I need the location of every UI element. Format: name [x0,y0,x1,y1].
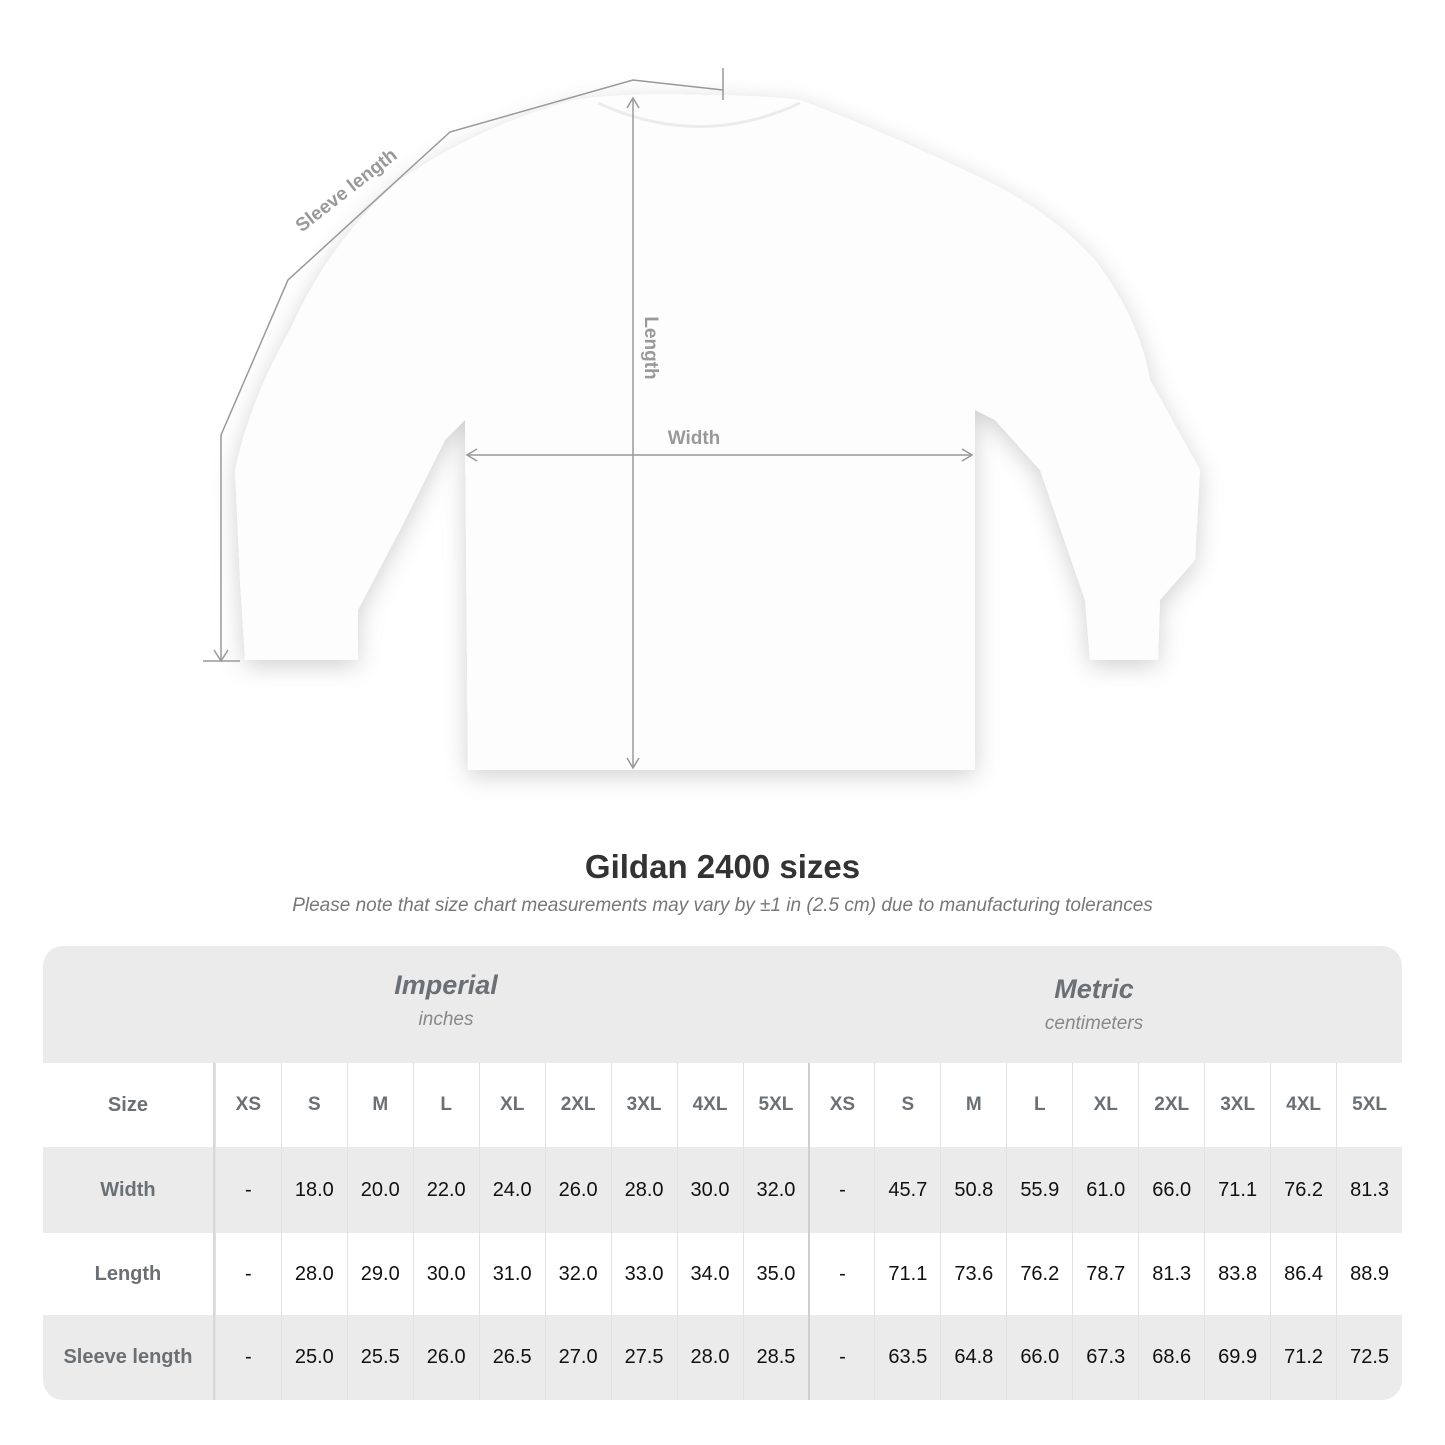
table-cell: L [412,1063,479,1147]
table-cell: 86.4 [1270,1233,1336,1315]
table-cell: 73.6 [940,1233,1006,1315]
table-cell: 5XL [742,1063,809,1147]
table-cell: - [808,1315,874,1400]
table-cell: 5XL [1336,1063,1402,1147]
table-cell: S [874,1063,940,1147]
table-cell: - [214,1315,281,1400]
table-cell: 3XL [610,1063,677,1147]
table-cell: 50.8 [940,1147,1006,1233]
table-cell: 30.0 [676,1147,743,1233]
table-cell: 76.2 [1270,1147,1336,1233]
table-cell: S [280,1063,347,1147]
table-cell: 3XL [1204,1063,1270,1147]
units-header: Imperial inches Metric centimeters [43,946,1402,1063]
table-cell: 2XL [1138,1063,1204,1147]
table-cell: 81.3 [1138,1233,1204,1315]
table-cell: 26.0 [544,1147,611,1233]
table-cell: 66.0 [1006,1315,1072,1400]
table-cell: M [940,1063,1006,1147]
table-cell: 31.0 [478,1233,545,1315]
table-cell: 81.3 [1336,1147,1402,1233]
table-cell: 29.0 [346,1233,413,1315]
table-cell: 35.0 [742,1233,809,1315]
table-cell: XS [214,1063,281,1147]
table-cell: 26.5 [478,1315,545,1400]
page-title: Gildan 2400 sizes [584,848,861,885]
table-cell: 25.0 [280,1315,347,1400]
table-cell: 69.9 [1204,1315,1270,1400]
table-cell: 64.8 [940,1315,1006,1400]
table-cell: - [808,1147,874,1233]
table-cell: 34.0 [676,1233,743,1315]
table-cell: 4XL [1270,1063,1336,1147]
table-cell: 28.0 [610,1147,677,1233]
table-cell: 25.5 [346,1315,413,1400]
table-cell: 55.9 [1006,1147,1072,1233]
table-cell: 30.0 [412,1233,479,1315]
table-cell: XL [1072,1063,1138,1147]
table-cell: 71.2 [1270,1315,1336,1400]
row-label: Sleeve length [43,1315,215,1400]
table-cell: 2XL [544,1063,611,1147]
tolerance-note: Please note that size chart measurements… [292,895,1153,916]
table-cell: 28.5 [742,1315,809,1400]
width-label: Width [668,428,721,449]
table-cell: 83.8 [1204,1233,1270,1315]
shirt-shape [235,94,1200,770]
table-cell: - [214,1147,281,1233]
table-cell: 26.0 [412,1315,479,1400]
metric-title: Metric [1054,974,1134,1004]
table-cell: M [346,1063,413,1147]
table-row: Length -28.0 29.0 30.0 31.0 32.0 33.0 34.0 35.0-… [43,1233,1402,1315]
table-cell: XS [808,1063,874,1147]
table-cell: 24.0 [478,1147,545,1233]
table-cell: 4XL [676,1063,743,1147]
table-cell: L [1006,1063,1072,1147]
table-cell: 27.0 [544,1315,611,1400]
collar [597,101,801,128]
imperial-header: Imperial inches [215,970,677,1031]
table-cell: 18.0 [280,1147,347,1233]
table-cell: - [808,1233,874,1315]
row-label: Size [43,1063,215,1147]
table-cell: 72.5 [1336,1315,1402,1400]
size-table: Imperial inches Metric centimeters Size X… [43,946,1402,1400]
imperial-unit: inches [418,1009,474,1030]
table-cell: 33.0 [610,1233,677,1315]
table-cell: XL [478,1063,545,1147]
table-row: Width -18.0 20.0 22.0 24.0 26.0 28.0 30.0 32.0-4… [43,1147,1402,1233]
shirt-diagram: Sleeve length Length Width [203,68,1200,770]
imperial-title: Imperial [394,970,498,1000]
table-cell: 66.0 [1138,1147,1204,1233]
table-cell: 32.0 [544,1233,611,1315]
table-cell: 61.0 [1072,1147,1138,1233]
size-header-row: Size XS S M L XL 2XL 3XL 4XL 5XL XS S M L XL 2XL 3XL 4XL 5… [43,1063,1402,1147]
table-cell: 68.6 [1138,1315,1204,1400]
row-label: Width [43,1147,215,1233]
measurement-lines [203,68,974,770]
length-label: Length [640,316,661,379]
table-row: Sleeve length -25.0 25.5 26.0 26.5 27.0 27.5 28… [43,1315,1402,1400]
table-cell: 27.5 [610,1315,677,1400]
table-cell: - [214,1233,281,1315]
table-cell: 76.2 [1006,1233,1072,1315]
table-cell: 67.3 [1072,1315,1138,1400]
table-cell: 45.7 [874,1147,940,1233]
metric-unit: centimeters [1044,1013,1144,1034]
table-cell: 22.0 [412,1147,479,1233]
metric-header: Metric centimeters [864,974,1324,1035]
table-cell: 32.0 [742,1147,809,1233]
row-label: Length [43,1233,215,1315]
table-cell: 88.9 [1336,1233,1402,1315]
table-cell: 78.7 [1072,1233,1138,1315]
table-cell: 28.0 [676,1315,743,1400]
table-cell: 63.5 [874,1315,940,1400]
table-cell: 28.0 [280,1233,347,1315]
table-cell: 20.0 [346,1147,413,1233]
table-cell: 71.1 [874,1233,940,1315]
table-cell: 71.1 [1204,1147,1270,1233]
